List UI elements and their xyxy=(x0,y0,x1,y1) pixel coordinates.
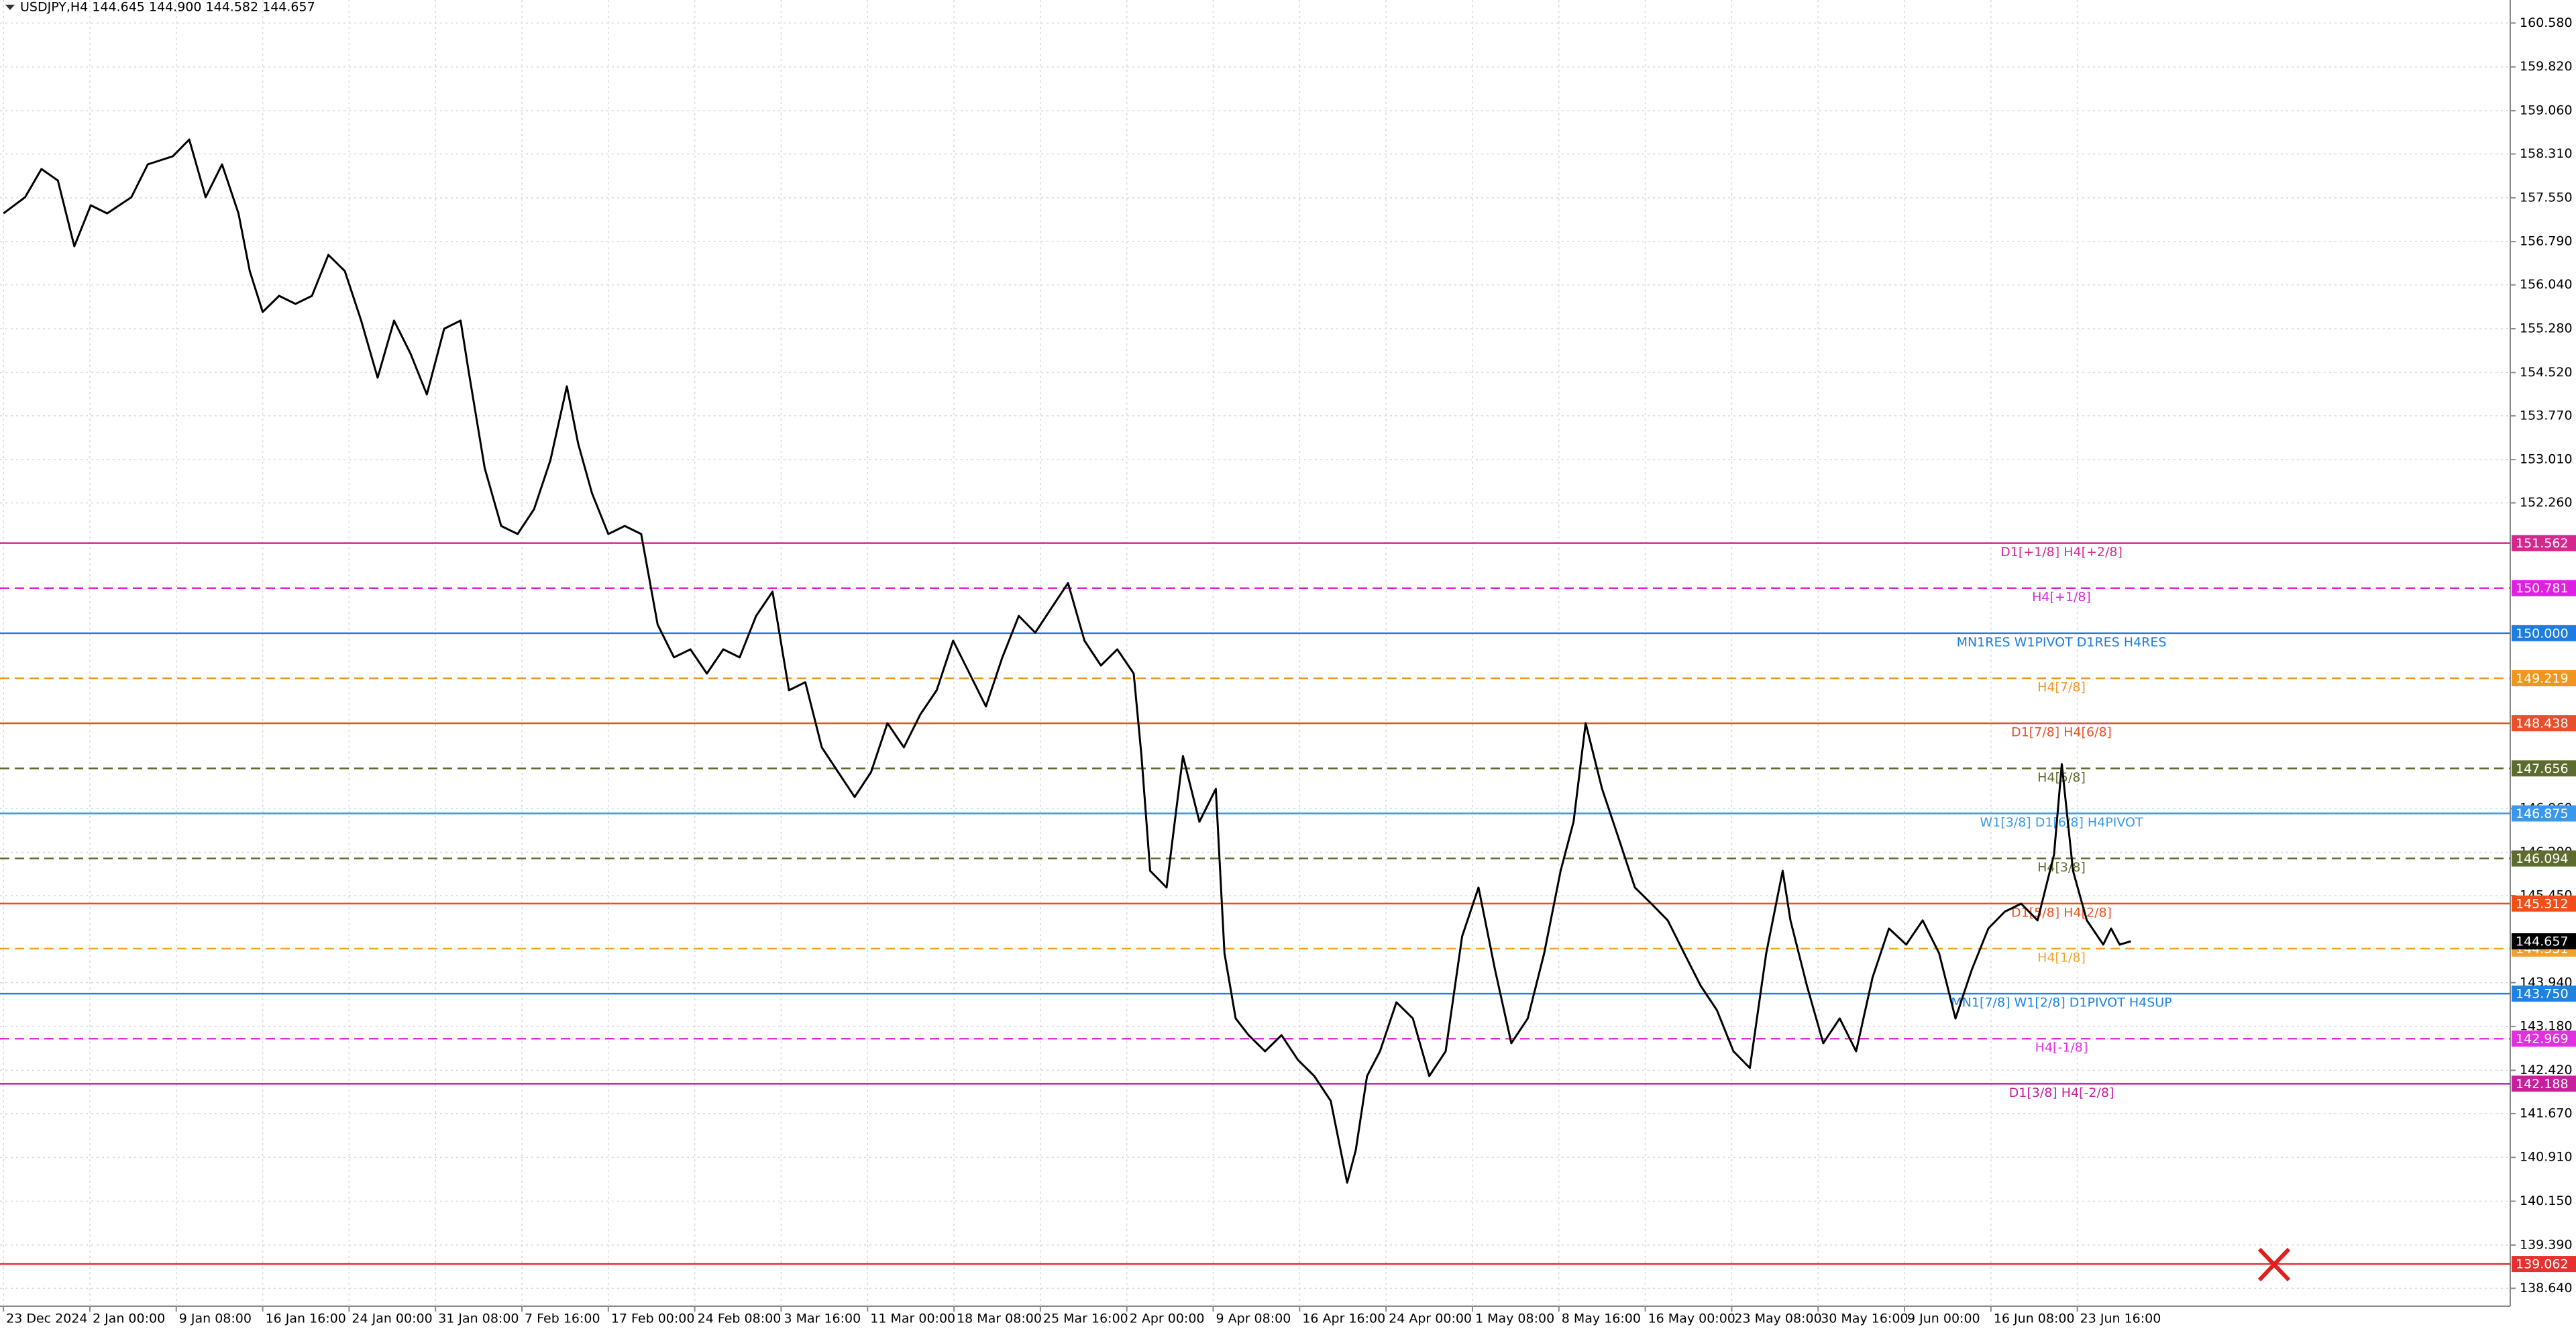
y-tick-label: 159.060 xyxy=(2520,103,2573,118)
price-tag xyxy=(2512,895,2576,912)
price-tag xyxy=(2512,1030,2576,1047)
x-tick-label: 7 Feb 16:00 xyxy=(525,1312,600,1326)
x-tick-label: 30 May 16:00 xyxy=(1821,1312,1908,1326)
y-tick-label: 139.390 xyxy=(2520,1237,2573,1252)
close-icon-stroke xyxy=(2257,1247,2291,1282)
price-tag-label: 151.562 xyxy=(2516,536,2569,551)
x-tick-label: 23 Dec 2024 xyxy=(6,1312,87,1326)
levels: D1[+1/8] H4[+2/8] H4[+1/8] MN1RES W1PIVOT … xyxy=(0,542,2510,1265)
x-tick-label: 9 Jan 08:00 xyxy=(179,1312,252,1326)
price-tag-label: 139.062 xyxy=(2516,1257,2569,1272)
x-tick-label: 16 May 00:00 xyxy=(1648,1312,1735,1326)
price-tag xyxy=(2512,715,2576,732)
y-tick-label: 159.820 xyxy=(2520,59,2573,74)
x-tick-label: 24 Apr 00:00 xyxy=(1389,1312,1472,1326)
y-tick-label: 138.640 xyxy=(2520,1281,2573,1295)
price-tag-label: 147.656 xyxy=(2516,761,2569,776)
price-tag xyxy=(2512,670,2576,686)
price-tag-label: 142.969 xyxy=(2516,1032,2569,1047)
x-tick-label: 23 May 08:00 xyxy=(1734,1312,1821,1326)
y-tick-label: 155.280 xyxy=(2520,321,2573,335)
level-label: H4[-1/8] xyxy=(2035,1041,2088,1055)
price-tag-label: 145.312 xyxy=(2516,896,2569,911)
x-tick-label: 9 Apr 08:00 xyxy=(1216,1312,1291,1326)
x-tick-label: 24 Jan 00:00 xyxy=(352,1312,432,1326)
price-tag xyxy=(2512,850,2576,867)
level-label: W1[3/8] D1[6/8] H4PIVOT xyxy=(1980,815,2143,830)
x-tick-label: 24 Feb 08:00 xyxy=(698,1312,782,1326)
y-tick-label: 157.550 xyxy=(2520,190,2573,205)
x-tick-label: 31 Jan 08:00 xyxy=(438,1312,519,1326)
last-price-tag xyxy=(2512,933,2576,950)
price-tag xyxy=(2512,580,2576,596)
price-tag xyxy=(2512,805,2576,822)
x-tick-label: 11 Mar 00:00 xyxy=(870,1312,955,1326)
dropdown-icon[interactable] xyxy=(5,5,15,10)
price-tag xyxy=(2512,986,2576,1002)
y-tick-label: 154.520 xyxy=(2520,365,2573,380)
price-tag xyxy=(2512,1256,2576,1273)
price-series xyxy=(3,138,2131,1184)
price-tag-label: 146.094 xyxy=(2516,851,2569,866)
y-tick-label: 141.670 xyxy=(2520,1106,2573,1120)
y-tick-label: 142.420 xyxy=(2520,1063,2573,1077)
price-tag xyxy=(2512,760,2576,777)
level-label: H4[+1/8] xyxy=(2032,590,2091,604)
price-tag-label: 143.750 xyxy=(2516,987,2569,1002)
price-tag xyxy=(2512,535,2576,551)
x-tick-label: 2 Apr 00:00 xyxy=(1130,1312,1205,1326)
level-label: D1[3/8] H4[-2/8] xyxy=(2009,1085,2114,1100)
x-tick-label: 25 Mar 16:00 xyxy=(1043,1312,1128,1326)
level-label: D1[+1/8] H4[+2/8] xyxy=(2000,545,2123,560)
level-label: MN1[7/8] W1[2/8] D1PIVOT H4SUP xyxy=(1951,996,2171,1010)
price-tag-label: 148.438 xyxy=(2516,716,2569,731)
level-label: H4[3/8] xyxy=(2037,860,2086,875)
y-tick-label: 160.580 xyxy=(2520,15,2573,30)
y-tick-label: 156.790 xyxy=(2520,234,2573,249)
last-price-label: 144.657 xyxy=(2516,935,2569,949)
level-label: H4[1/8] xyxy=(2037,950,2086,965)
price-line xyxy=(3,138,2131,1184)
y-tick-label: 153.010 xyxy=(2520,452,2573,467)
x-tick-label: 18 Mar 08:00 xyxy=(957,1312,1042,1326)
x-tick-label: 23 Jun 16:00 xyxy=(2080,1312,2161,1326)
x-tick-label: 2 Jan 00:00 xyxy=(93,1312,165,1326)
chart-title: USDJPY,H4 144.645 144.900 144.582 144.65… xyxy=(20,0,315,15)
price-tag-label: 150.781 xyxy=(2516,581,2569,596)
y-tick-label: 156.040 xyxy=(2520,277,2573,292)
price-tag-label: 150.000 xyxy=(2516,626,2569,641)
labels: 160.580 159.820 159.060 158.310 157.550 156.7… xyxy=(3,15,2576,1326)
x-tick-label: 17 Feb 00:00 xyxy=(611,1312,695,1326)
x-tick-label: 16 Apr 16:00 xyxy=(1302,1312,1385,1326)
y-tick-label: 143.180 xyxy=(2520,1019,2573,1034)
level-label: MN1RES W1PIVOT D1RES H4RES xyxy=(1957,635,2167,649)
price-tag-label: 146.875 xyxy=(2516,806,2569,821)
level-label: D1[7/8] H4[6/8] xyxy=(2011,725,2112,740)
x-tick-label: 8 May 16:00 xyxy=(1562,1312,1641,1326)
x-tick-label: 16 Jun 08:00 xyxy=(1994,1312,2075,1326)
level-label: H4[7/8] xyxy=(2037,680,2086,694)
y-tick-label: 140.150 xyxy=(2520,1193,2573,1208)
price-tag xyxy=(2512,1075,2576,1092)
x-tick-label: 9 Jun 00:00 xyxy=(1907,1312,1980,1326)
close-icon[interactable] xyxy=(2257,1247,2291,1282)
x-tick-label: 3 Mar 16:00 xyxy=(784,1312,861,1326)
price-tag-label: 142.188 xyxy=(2516,1077,2569,1092)
y-tick-label: 153.770 xyxy=(2520,408,2573,423)
price-tag-label: 149.219 xyxy=(2516,671,2569,686)
x-tick-label: 16 Jan 16:00 xyxy=(266,1312,346,1326)
x-tick-label: 1 May 08:00 xyxy=(1475,1312,1554,1326)
y-tick-label: 140.910 xyxy=(2520,1150,2573,1165)
price-tag xyxy=(2512,625,2576,641)
y-tick-label: 152.260 xyxy=(2520,495,2573,510)
y-tick-label: 158.310 xyxy=(2520,146,2573,161)
